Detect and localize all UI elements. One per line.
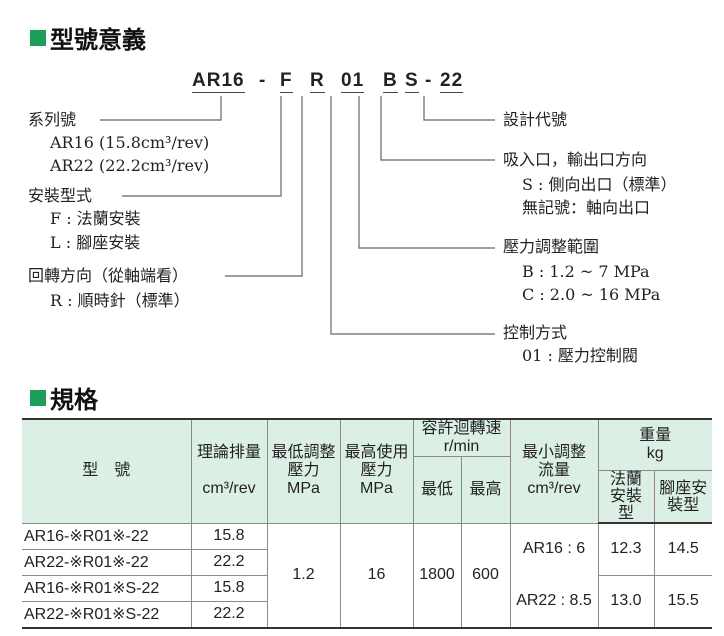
green-square-icon	[30, 389, 46, 406]
weight-ar22-flange: 13.0	[597, 574, 655, 628]
flow-ar16: AR16 : 6	[509, 522, 599, 575]
header-min-pressure: 最低調整壓力 MPa	[266, 418, 341, 524]
pressure-c: C : 2.0 ~ 16 MPa	[522, 285, 661, 304]
header-speed-min: 最低	[412, 456, 462, 524]
green-square-icon	[30, 29, 46, 46]
table-row: AR22-※R01※-22 22.2	[22, 548, 712, 576]
header-weight: 重量 kg	[597, 418, 712, 471]
weight-ar22-foot: 15.5	[653, 574, 712, 628]
series-ar22: AR22 (22.2cm³/rev)	[50, 156, 210, 175]
spec-table: 型 號 理論排量 cm³/rev 最低調整壓力 MPa 最高使用壓力 MPa 容許迴轉…	[22, 418, 712, 629]
leader-lines	[100, 96, 495, 335]
min-pressure: 1.2	[266, 522, 341, 628]
code-pressure: B	[383, 70, 398, 93]
weight-ar16-foot: 14.5	[653, 522, 712, 576]
header-speed-max: 最高	[460, 456, 510, 524]
control-title: 控制方式	[503, 323, 568, 342]
weight-ar16-flange: 12.3	[597, 522, 655, 576]
design-title: 設計代號	[503, 110, 568, 129]
header-model: 型 號	[22, 418, 192, 524]
port-none: 無記號：軸向出口	[522, 198, 651, 217]
table-row: AR16-※R01※-22 15.8 1.2 16 1800 600 AR16 …	[22, 522, 712, 628]
mount-f: F : 法蘭安裝	[50, 209, 141, 228]
section-title-model-meaning: 型號意義	[30, 20, 146, 55]
section-title-specs: 規格	[30, 380, 98, 415]
code-design: 22	[440, 70, 464, 93]
code-rotation: R	[310, 70, 325, 93]
header-max-pressure: 最高使用壓力 MPa	[339, 418, 414, 524]
header-displacement: 理論排量 cm³/rev	[190, 418, 268, 524]
code-control: 01	[341, 70, 365, 93]
code-port: S	[405, 70, 419, 93]
mount-l: L : 腳座安裝	[50, 233, 141, 252]
code-mount: F	[280, 70, 293, 93]
port-s: S : 側向出口（標準）	[522, 175, 677, 194]
rotation-title: 回轉方向（從軸端看）	[28, 266, 189, 285]
code-series: AR16	[192, 70, 245, 93]
code-dash: -	[425, 70, 433, 91]
header-weight-flange: 法蘭安裝型	[597, 470, 655, 524]
header-weight-foot: 腳座安裝型	[653, 470, 712, 524]
control-01: 01 : 壓力控制閥	[522, 346, 638, 365]
pressure-b: B : 1.2 ~ 7 MPa	[522, 262, 650, 281]
mount-title: 安裝型式	[28, 186, 93, 205]
header-speed: 容許迴轉速 r/min	[412, 418, 511, 457]
port-title: 吸入口，輸出口方向	[503, 150, 648, 169]
header-min-flow: 最小調整流量 cm³/rev	[509, 418, 599, 524]
series-title: 系列號	[28, 110, 77, 129]
table-row: AR22-※R01※S-22 22.2	[22, 600, 712, 628]
pressure-title: 壓力調整範圍	[503, 237, 600, 256]
series-ar16: AR16 (15.8cm³/rev)	[50, 133, 210, 152]
max-pressure: 16	[339, 522, 414, 628]
speed-min: 1800	[412, 522, 462, 628]
code-dash: -	[259, 70, 267, 91]
speed-max: 600	[460, 522, 511, 628]
rotation-r: R : 順時針（標準）	[50, 291, 190, 310]
table-row: AR16-※R01※S-22 15.8 AR22 : 8.5 13.0 15.5	[22, 574, 712, 628]
flow-ar22: AR22 : 8.5	[509, 575, 599, 628]
